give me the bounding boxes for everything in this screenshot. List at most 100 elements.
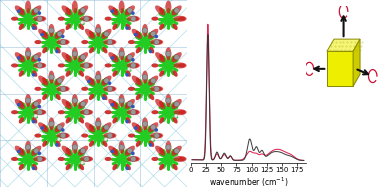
- Ellipse shape: [174, 62, 187, 68]
- Ellipse shape: [25, 1, 31, 14]
- Ellipse shape: [103, 86, 116, 92]
- Ellipse shape: [32, 117, 37, 124]
- Ellipse shape: [136, 140, 141, 147]
- Ellipse shape: [81, 134, 88, 138]
- Ellipse shape: [173, 70, 178, 77]
- Ellipse shape: [58, 110, 65, 114]
- Circle shape: [150, 78, 156, 83]
- Circle shape: [84, 63, 89, 68]
- Ellipse shape: [38, 17, 45, 21]
- Ellipse shape: [112, 7, 118, 14]
- Ellipse shape: [126, 148, 131, 154]
- Ellipse shape: [79, 7, 84, 14]
- Circle shape: [127, 55, 132, 60]
- Ellipse shape: [149, 140, 154, 147]
- Ellipse shape: [119, 94, 125, 107]
- Ellipse shape: [62, 146, 72, 156]
- Ellipse shape: [33, 156, 46, 162]
- Ellipse shape: [148, 76, 158, 86]
- Circle shape: [96, 121, 101, 127]
- Circle shape: [149, 143, 152, 147]
- Circle shape: [81, 161, 84, 164]
- Ellipse shape: [173, 101, 178, 107]
- Ellipse shape: [19, 7, 24, 14]
- Ellipse shape: [15, 5, 25, 16]
- Ellipse shape: [159, 24, 164, 30]
- Ellipse shape: [125, 52, 135, 62]
- Circle shape: [119, 145, 124, 150]
- Ellipse shape: [126, 101, 131, 107]
- Ellipse shape: [11, 17, 18, 21]
- Circle shape: [17, 150, 20, 153]
- Ellipse shape: [112, 70, 118, 77]
- Ellipse shape: [38, 29, 48, 39]
- Ellipse shape: [42, 140, 47, 147]
- Ellipse shape: [25, 94, 31, 107]
- Circle shape: [57, 31, 62, 36]
- Ellipse shape: [127, 156, 140, 162]
- Ellipse shape: [31, 99, 41, 109]
- Ellipse shape: [149, 47, 154, 53]
- Ellipse shape: [101, 122, 112, 132]
- Ellipse shape: [42, 47, 47, 53]
- Ellipse shape: [19, 164, 24, 170]
- Circle shape: [102, 96, 106, 100]
- Polygon shape: [327, 51, 353, 86]
- Circle shape: [149, 50, 152, 53]
- Ellipse shape: [126, 70, 131, 77]
- Ellipse shape: [72, 47, 78, 60]
- Ellipse shape: [85, 17, 92, 21]
- Circle shape: [104, 125, 109, 130]
- Circle shape: [143, 121, 148, 127]
- Circle shape: [134, 126, 138, 130]
- Ellipse shape: [112, 148, 118, 154]
- Ellipse shape: [155, 40, 162, 44]
- Ellipse shape: [155, 146, 165, 156]
- Ellipse shape: [166, 141, 171, 154]
- Ellipse shape: [159, 148, 164, 154]
- Ellipse shape: [149, 124, 154, 131]
- Ellipse shape: [56, 124, 61, 131]
- Circle shape: [60, 86, 66, 91]
- Circle shape: [174, 114, 178, 118]
- Ellipse shape: [112, 164, 118, 170]
- Circle shape: [125, 166, 129, 170]
- Circle shape: [131, 16, 136, 21]
- Ellipse shape: [132, 76, 142, 86]
- Ellipse shape: [151, 110, 158, 114]
- Ellipse shape: [31, 5, 41, 16]
- Ellipse shape: [34, 40, 42, 44]
- Ellipse shape: [142, 71, 148, 84]
- Ellipse shape: [11, 110, 18, 114]
- Circle shape: [125, 120, 129, 123]
- Ellipse shape: [85, 110, 92, 114]
- Circle shape: [104, 31, 109, 36]
- Ellipse shape: [57, 39, 70, 45]
- Circle shape: [34, 8, 39, 13]
- Ellipse shape: [78, 99, 88, 109]
- Circle shape: [127, 101, 132, 107]
- Circle shape: [37, 16, 42, 21]
- Ellipse shape: [148, 122, 158, 132]
- Ellipse shape: [155, 134, 162, 138]
- Circle shape: [17, 56, 20, 60]
- Ellipse shape: [155, 52, 165, 62]
- Ellipse shape: [108, 52, 118, 62]
- Ellipse shape: [19, 70, 24, 77]
- Circle shape: [96, 74, 101, 80]
- Ellipse shape: [79, 148, 84, 154]
- Ellipse shape: [102, 140, 107, 147]
- Circle shape: [34, 101, 39, 107]
- Ellipse shape: [149, 31, 154, 37]
- Circle shape: [25, 51, 31, 56]
- Ellipse shape: [166, 47, 171, 60]
- Ellipse shape: [80, 109, 93, 115]
- Ellipse shape: [19, 148, 24, 154]
- Ellipse shape: [61, 134, 68, 138]
- Ellipse shape: [19, 54, 24, 61]
- Circle shape: [107, 133, 113, 138]
- Ellipse shape: [105, 17, 112, 21]
- Circle shape: [154, 35, 158, 38]
- Ellipse shape: [112, 24, 118, 30]
- Circle shape: [55, 50, 59, 53]
